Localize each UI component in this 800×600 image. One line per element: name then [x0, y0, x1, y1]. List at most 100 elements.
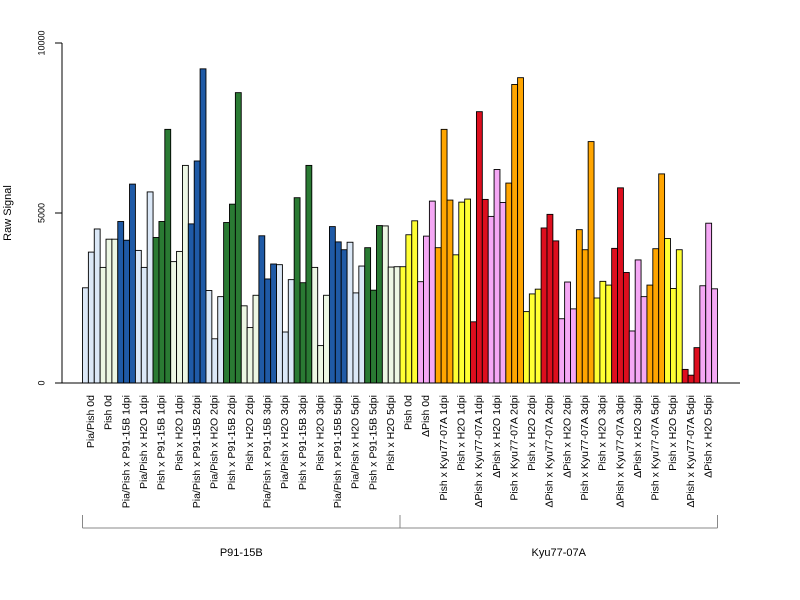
- bar: [687, 374, 695, 384]
- bar-group: [258, 235, 277, 384]
- bar-group: [452, 198, 472, 384]
- bar: [276, 264, 283, 384]
- x-tick-label: Pia/Pish x P91-15B 1dpi: [120, 395, 132, 508]
- x-tick-label: Pia/Pish x H2O 3dpi: [279, 395, 291, 489]
- bar-group: [170, 164, 189, 384]
- bar: [182, 164, 189, 384]
- bar: [223, 222, 230, 384]
- bar: [517, 77, 524, 384]
- bar: [234, 92, 242, 384]
- x-tick-label: ΔPish 0d: [420, 395, 432, 437]
- x-tick-label: Pish 0d: [103, 395, 115, 430]
- bar: [670, 288, 677, 384]
- bar: [417, 281, 424, 384]
- group-label: P91-15B: [220, 547, 263, 559]
- bar-group: [293, 164, 313, 384]
- bar: [593, 297, 601, 384]
- bar: [176, 250, 183, 384]
- bar: [117, 221, 125, 384]
- bar: [111, 238, 119, 384]
- bar: [699, 285, 707, 384]
- bar: [628, 330, 636, 384]
- bar: [664, 238, 671, 384]
- x-tick-label: Pish x H2O 5dpi: [385, 395, 397, 471]
- bar: [399, 266, 407, 384]
- bar: [199, 68, 207, 384]
- bar: [558, 318, 566, 384]
- bar-group: [558, 281, 577, 384]
- bar: [376, 225, 383, 384]
- y-tick-label: 5000: [36, 203, 46, 223]
- group-label: Kyu77-07A: [532, 547, 587, 559]
- bar-group: [434, 128, 454, 384]
- bar-group: [187, 68, 207, 384]
- bars: [82, 68, 718, 384]
- x-tick-label: Pish x P91-15B 3dpi: [297, 395, 309, 490]
- x-tick-label: Pish x H2O 3dpi: [597, 395, 609, 471]
- bar: [605, 284, 613, 384]
- bar: [434, 247, 442, 384]
- bar: [299, 282, 307, 384]
- group-brackets: P91-15B Kyu77-07A: [82, 515, 718, 559]
- bar: [405, 234, 413, 384]
- bar-group: [82, 228, 101, 384]
- bar: [346, 241, 354, 384]
- bar: [317, 345, 325, 384]
- bar: [675, 249, 683, 384]
- bar: [528, 293, 536, 384]
- bar: [205, 290, 213, 384]
- bar: [93, 228, 101, 384]
- bar: [328, 226, 336, 384]
- bar: [281, 331, 289, 384]
- bar-group: [205, 290, 225, 384]
- bar-group: [470, 111, 489, 384]
- bar-group: [381, 225, 401, 384]
- x-tick-label: Pia/Pish 0d: [85, 395, 97, 448]
- bar: [581, 249, 589, 384]
- x-tick-label: ΔPish x Kyu77-07A 1dpi: [473, 395, 485, 508]
- bar-group: [593, 280, 613, 384]
- x-tick-label: Pish x H2O 3dpi: [314, 395, 326, 471]
- bar: [587, 141, 595, 384]
- bar: [123, 239, 130, 384]
- bar: [252, 294, 260, 384]
- bar: [681, 368, 689, 384]
- bar: [552, 240, 560, 384]
- bar: [334, 241, 342, 384]
- bar: [211, 338, 219, 384]
- bar-group: [505, 77, 524, 384]
- x-tick-label: Pia/Pish x H2O 2dpi: [209, 395, 221, 489]
- bar: [311, 266, 319, 384]
- x-tick-label: Pish x H2O 1dpi: [173, 395, 185, 471]
- bar: [82, 287, 89, 384]
- bar: [622, 272, 630, 384]
- bar: [105, 238, 113, 384]
- bar-group: [699, 222, 718, 384]
- bar: [611, 247, 618, 384]
- bar: [152, 237, 160, 384]
- bar: [470, 321, 477, 384]
- x-tick-label: Pish x H2O 5dpi: [667, 395, 679, 471]
- bar: [652, 248, 660, 384]
- bar: [293, 197, 301, 384]
- bar: [446, 199, 454, 384]
- bar-group: [487, 169, 507, 384]
- bar: [464, 198, 472, 384]
- bar-group: [664, 238, 683, 384]
- x-tick-label: Pia/Pish x H2O 1dpi: [138, 395, 150, 489]
- y-axis-title: Raw Signal: [2, 185, 14, 241]
- bar-group: [681, 347, 701, 384]
- bar: [570, 308, 577, 384]
- bar-group: [328, 226, 348, 384]
- bar: [387, 266, 395, 384]
- bar: [452, 254, 460, 384]
- bar-group: [152, 128, 172, 384]
- bar: [411, 220, 419, 384]
- bar-group: [134, 191, 154, 384]
- bar: [546, 213, 554, 384]
- bar-group: [346, 241, 366, 384]
- group-bracket: Kyu77-07A: [399, 515, 718, 559]
- x-tick-label: ΔPish x Kyu77-07A 3dpi: [614, 395, 626, 508]
- bar: [229, 203, 236, 384]
